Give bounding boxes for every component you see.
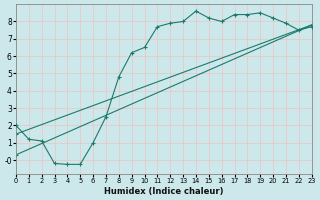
X-axis label: Humidex (Indice chaleur): Humidex (Indice chaleur) [104, 187, 224, 196]
